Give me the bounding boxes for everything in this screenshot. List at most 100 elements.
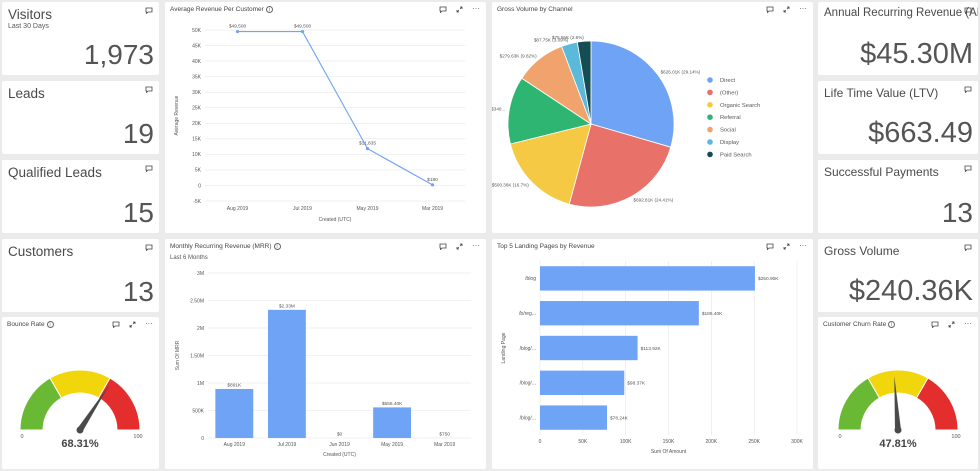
y-tick-label: -5K <box>193 199 201 205</box>
data-label: $0 <box>337 432 343 438</box>
data-label: $49,500 <box>229 24 247 30</box>
x-tick-label: May 2019 <box>381 442 403 448</box>
comment-icon[interactable] <box>145 244 153 251</box>
gauge-band <box>97 377 141 431</box>
leads-title: Leads <box>8 86 45 101</box>
bar <box>215 388 254 438</box>
landing-title: Top 5 Landing Pages by Revenue <box>497 243 595 250</box>
churn-rate-card: Customer Churn Rate i ··· 0 100 47.81% <box>818 317 978 469</box>
y-tick-label: /blog/... <box>520 346 536 352</box>
card-toolbar: ··· <box>766 242 807 250</box>
comment-icon[interactable] <box>766 243 774 250</box>
legend-label: Paid Search <box>720 152 752 158</box>
series-line <box>237 31 433 186</box>
comment-icon[interactable] <box>964 7 972 14</box>
slice-label: $340... <box>492 107 505 112</box>
data-label: $49,500 <box>294 24 312 30</box>
y-tick-label: 0 <box>201 436 204 442</box>
payments-value: 13 <box>941 197 973 228</box>
y-axis-label: Sum Of MRR <box>175 340 181 370</box>
y-tick-label: 15K <box>192 137 202 143</box>
gross-volume-value: $240.36K <box>848 275 973 307</box>
data-label: $556.40K <box>382 401 403 407</box>
bounce-rate-title: Bounce Rate i <box>7 321 54 328</box>
card-toolbar: ··· <box>766 5 807 13</box>
comment-icon[interactable] <box>439 243 447 250</box>
bar <box>540 370 625 395</box>
legend-label: (Other) <box>720 90 738 96</box>
legend-swatch <box>707 89 713 96</box>
gauge-max-label: 100 <box>951 434 960 440</box>
ltv-card: Life Time Value (LTV) $663.49 <box>818 81 978 154</box>
slice-label: $692.81K (24.41%) <box>634 197 674 202</box>
slice-label: $87.75K (3.09%) <box>534 38 569 43</box>
expand-icon[interactable] <box>456 6 463 13</box>
comment-icon[interactable] <box>931 321 939 328</box>
pie-slice <box>576 40 592 125</box>
info-icon[interactable]: i <box>46 321 54 328</box>
y-tick-label: 5K <box>195 168 202 174</box>
legend-label: Direct <box>720 78 736 84</box>
x-tick-label: Aug 2019 <box>224 442 246 448</box>
landing-card: Top 5 Landing Pages by Revenue ··· 0 50K 1… <box>492 239 813 469</box>
card-toolbar: ··· <box>439 242 480 250</box>
gross-volume-title: Gross Volume <box>824 244 900 258</box>
data-label: $180 <box>427 177 438 183</box>
comment-icon[interactable] <box>964 165 972 172</box>
comment-icon[interactable] <box>145 7 153 14</box>
bounce-rate-card: Bounce Rate i ··· 0 100 68.31% <box>2 317 159 469</box>
expand-icon[interactable] <box>948 321 955 328</box>
comment-icon[interactable] <box>766 6 774 13</box>
comment-icon[interactable] <box>964 86 972 93</box>
pie-slice <box>568 123 672 208</box>
x-tick-label: 0 <box>539 439 542 445</box>
gauge-needle <box>77 384 110 432</box>
more-icon[interactable]: ··· <box>472 241 480 250</box>
x-axis-label: Sum Of Amount <box>651 449 687 455</box>
comment-icon[interactable] <box>439 6 447 13</box>
comment-icon[interactable] <box>964 244 972 251</box>
comment-icon[interactable] <box>145 165 153 172</box>
data-point <box>235 29 240 34</box>
bar <box>540 335 638 361</box>
y-tick-label: /b/reg... <box>519 311 536 317</box>
comment-icon[interactable] <box>112 321 120 328</box>
gauge-value-label: 68.31% <box>61 438 99 450</box>
more-icon[interactable]: ··· <box>799 241 807 250</box>
legend-swatch <box>707 77 713 83</box>
avg-revenue-card: Average Revenue Per Customer i ··· -5K 0 5K… <box>165 2 486 233</box>
visitors-title: Visitors <box>8 7 53 22</box>
bar <box>373 407 412 438</box>
expand-icon[interactable] <box>456 243 463 250</box>
more-icon[interactable]: ··· <box>145 319 153 328</box>
visitors-value: 1,973 <box>83 39 154 70</box>
legend-label: Display <box>720 140 739 146</box>
data-label: $891K <box>227 382 242 388</box>
info-icon[interactable]: i <box>273 243 281 250</box>
pie-slice <box>590 40 675 148</box>
comment-icon[interactable] <box>145 86 153 93</box>
y-axis-label: Landing Page <box>501 332 507 363</box>
data-label: $113.92K <box>641 346 662 352</box>
more-icon[interactable]: ··· <box>964 319 972 328</box>
expand-icon[interactable] <box>783 6 790 13</box>
x-tick-label: 150K <box>663 439 675 445</box>
legend-label: Organic Search <box>720 103 760 109</box>
y-tick-label: 500K <box>192 408 204 414</box>
x-tick-label: Jul 2019 <box>277 442 296 448</box>
gauge-min-label: 0 <box>838 434 841 440</box>
expand-icon[interactable] <box>783 243 790 250</box>
y-tick-label: 2M <box>197 326 204 332</box>
info-icon[interactable]: i <box>265 6 273 13</box>
expand-icon[interactable] <box>129 321 136 328</box>
customers-card: Customers 13 <box>2 239 159 312</box>
y-tick-label: 1.50M <box>190 353 204 359</box>
visitors-subtitle: Last 30 Days <box>8 23 49 30</box>
gross-channel-title: Gross Volume by Channel <box>497 6 573 13</box>
churn-rate-title: Customer Churn Rate i <box>823 321 896 328</box>
gauge-max-label: 100 <box>133 434 142 440</box>
more-icon[interactable]: ··· <box>472 4 480 13</box>
more-icon[interactable]: ··· <box>799 4 807 13</box>
pie-slice <box>509 123 592 205</box>
info-icon[interactable]: i <box>888 321 896 328</box>
